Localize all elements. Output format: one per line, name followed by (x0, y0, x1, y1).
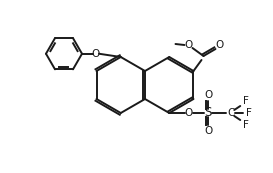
Text: O: O (215, 40, 224, 50)
Text: O: O (204, 90, 212, 100)
Text: F: F (243, 96, 249, 106)
Text: O: O (184, 108, 192, 118)
Text: O: O (184, 40, 193, 50)
Text: C: C (228, 108, 235, 118)
Text: F: F (243, 120, 249, 130)
Text: O: O (204, 126, 212, 136)
Text: F: F (246, 108, 252, 118)
Text: S: S (204, 107, 212, 120)
Text: O: O (92, 49, 100, 59)
